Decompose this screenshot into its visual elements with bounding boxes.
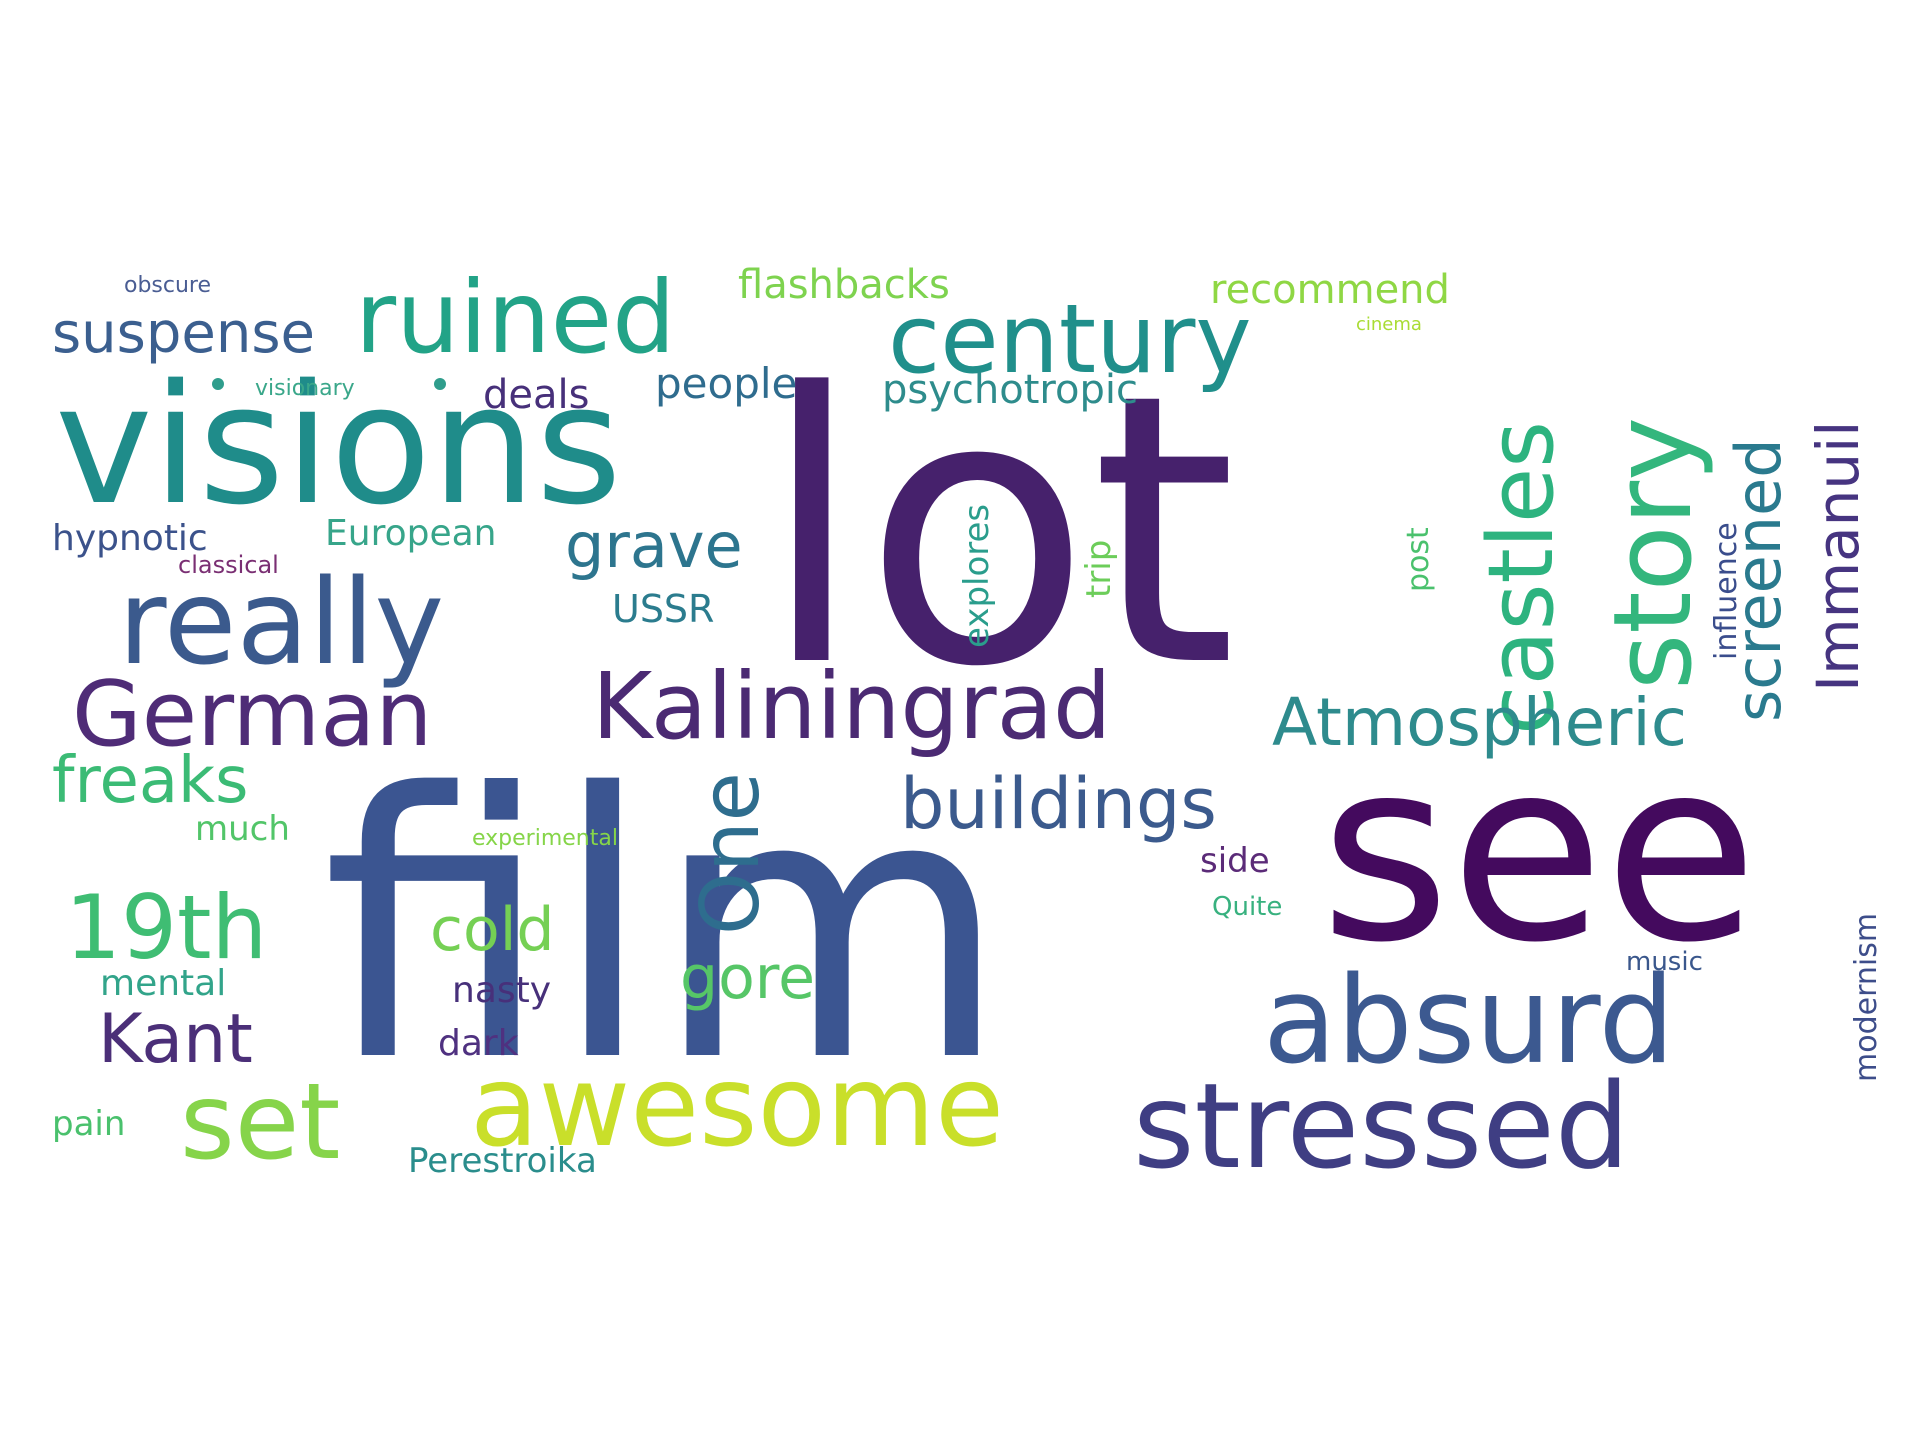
word-classical: classical xyxy=(178,551,279,579)
word-recommend: recommend xyxy=(1210,267,1450,313)
word-perestroika: Perestroika xyxy=(408,1141,597,1181)
word-story: story xyxy=(1591,417,1716,690)
word-stressed: stressed xyxy=(1133,1057,1630,1195)
word-film: film xyxy=(322,717,1009,1142)
word-kant: Kant xyxy=(98,1000,253,1079)
word-cinema: cinema xyxy=(1356,314,1422,335)
word-german: German xyxy=(72,662,432,767)
word-absurd: absurd xyxy=(1263,952,1675,1091)
word-immanuil: Immanuil xyxy=(1804,421,1872,692)
word-century: century xyxy=(888,285,1252,395)
word-psychotropic: psychotropic xyxy=(882,367,1138,413)
word-hypnotic: hypnotic xyxy=(52,518,208,559)
word-pain: pain xyxy=(52,1104,125,1144)
dot-2 xyxy=(434,378,446,390)
word-deals: deals xyxy=(483,372,589,418)
word-dark: dark xyxy=(438,1023,519,1064)
word-mental: mental xyxy=(100,963,226,1004)
word-freaks: freaks xyxy=(52,744,248,818)
word-gore: gore xyxy=(680,943,815,1013)
word-ussr: USSR xyxy=(612,587,714,631)
word-side: side xyxy=(1200,841,1270,881)
word-music: music xyxy=(1626,947,1703,977)
word-grave: grave xyxy=(565,509,743,582)
word-modernism: modernism xyxy=(1849,913,1884,1082)
word-really: really xyxy=(118,553,444,691)
word-atmospheric: Atmospheric xyxy=(1272,684,1687,761)
word-castles: castles xyxy=(1469,421,1574,735)
word-ruined: ruined xyxy=(355,259,676,376)
word-19th: 19th xyxy=(65,876,267,979)
word-suspense: suspense xyxy=(52,301,315,366)
word-kaliningrad: Kaliningrad xyxy=(592,653,1111,760)
word-experimental: experimental xyxy=(472,826,618,851)
word-see: see xyxy=(1320,706,1758,997)
word-lot: lot xyxy=(760,315,1237,748)
word-european: European xyxy=(325,513,496,554)
word-quite: Quite xyxy=(1212,892,1282,922)
word-cold: cold xyxy=(430,895,554,965)
word-screened: screened xyxy=(1722,438,1795,722)
word-buildings: buildings xyxy=(900,763,1217,845)
word-visionary: visionary xyxy=(255,376,355,401)
dot-1 xyxy=(212,378,224,390)
word-explores: explores xyxy=(957,504,997,648)
word-much: much xyxy=(195,809,290,849)
word-set: set xyxy=(180,1061,340,1183)
word-awesome: awesome xyxy=(470,1042,1004,1172)
word-obscure: obscure xyxy=(124,273,211,298)
word-people: people xyxy=(655,359,797,408)
word-one: One xyxy=(684,772,777,935)
word-flashbacks: flashbacks xyxy=(738,262,950,308)
word-post: post xyxy=(1401,527,1436,592)
word-nasty: nasty xyxy=(452,970,551,1011)
word-visions: visions xyxy=(55,349,622,541)
word-trip: trip xyxy=(1079,540,1119,598)
word-influence: influence xyxy=(1709,522,1744,660)
